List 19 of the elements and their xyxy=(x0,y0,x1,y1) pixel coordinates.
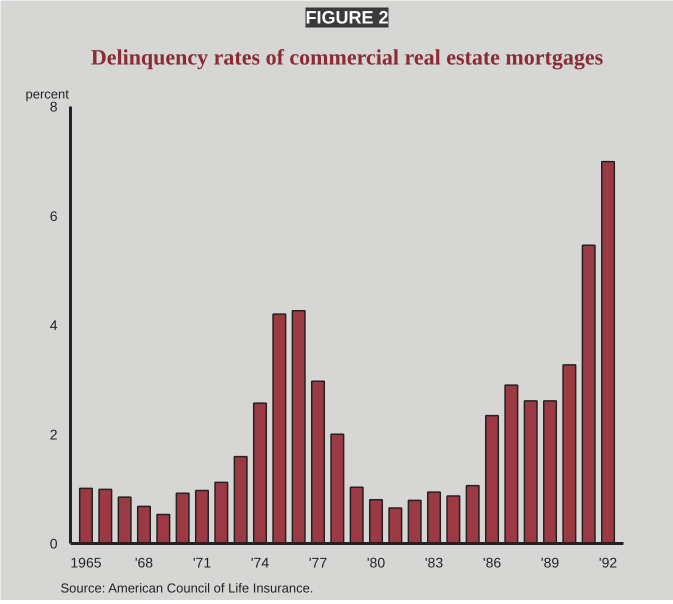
y-tick-label: 8 xyxy=(50,98,58,114)
chart-title: FIGURE 2 xyxy=(305,8,389,28)
y-tick-label: 4 xyxy=(50,317,58,333)
chart-subtitle: Delinquency rates of commercial real estate mortgages xyxy=(90,44,604,70)
y-tick-label: 2 xyxy=(50,426,58,442)
x-tick-label: '68 xyxy=(134,554,154,570)
x-tick-label: '77 xyxy=(308,554,328,570)
x-tick-label: '92 xyxy=(598,554,618,570)
x-tick-label: '83 xyxy=(424,554,444,570)
y-axis-title: percent xyxy=(26,86,70,102)
x-tick-label: '74 xyxy=(250,554,270,570)
x-tick-label: '86 xyxy=(482,554,502,570)
x-tick-label: '71 xyxy=(192,554,212,570)
x-tick-label: '89 xyxy=(540,554,560,570)
source-note: Source: American Council of Life Insurance. xyxy=(60,580,314,596)
x-tick-label: 1965 xyxy=(70,554,102,570)
y-tick-label: 0 xyxy=(50,536,58,552)
y-tick-label: 6 xyxy=(50,208,58,224)
x-tick-label: '80 xyxy=(366,554,386,570)
